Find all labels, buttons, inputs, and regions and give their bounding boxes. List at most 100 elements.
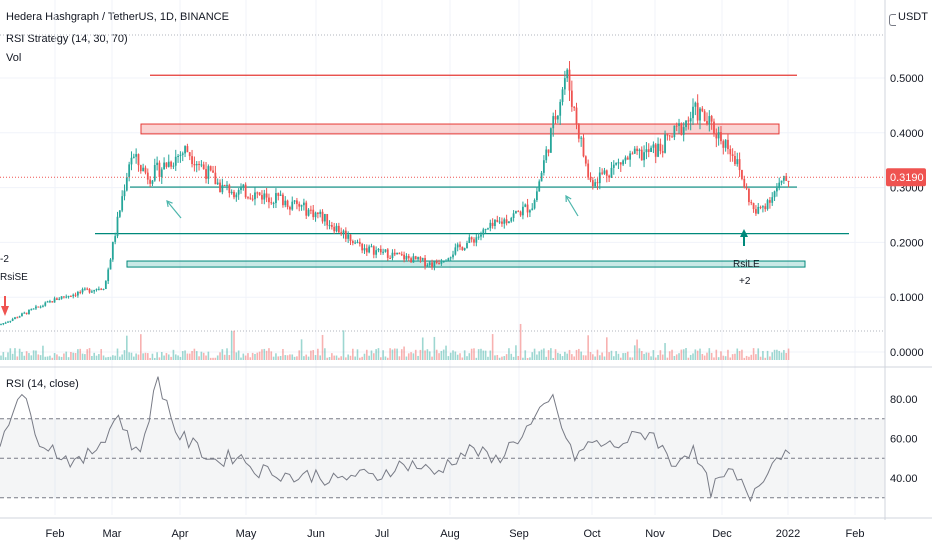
candle-body — [775, 188, 778, 192]
candle-body — [296, 200, 298, 204]
volume-bar — [277, 356, 280, 360]
volume-bar — [433, 336, 436, 360]
candle-body — [163, 162, 165, 170]
volume-bar — [722, 355, 725, 360]
volume-bar — [261, 349, 263, 360]
volume-label[interactable]: Vol — [6, 52, 22, 64]
volume-bar — [352, 348, 354, 360]
volume-bar — [193, 348, 196, 360]
volume-bar — [496, 354, 499, 360]
candle-body — [237, 189, 240, 195]
volume-bar — [391, 349, 394, 360]
volume-bar — [296, 356, 298, 360]
candle-body — [97, 288, 100, 290]
volume-bar — [773, 349, 776, 360]
volume-bar — [91, 355, 93, 360]
volume-bar — [452, 350, 454, 360]
candle-body — [508, 221, 510, 224]
candle-body — [170, 161, 172, 167]
volume-bar — [119, 356, 121, 360]
candle-body — [584, 156, 587, 164]
volume-bar — [640, 351, 643, 360]
currency-label[interactable]: USDT — [898, 11, 928, 23]
candle-body — [752, 203, 755, 210]
candle-body — [314, 212, 317, 218]
candle-body — [14, 317, 16, 320]
last-price-tag — [886, 168, 926, 187]
volume-bar — [524, 350, 527, 360]
volume-bar — [188, 353, 191, 360]
candle-body — [782, 176, 785, 181]
rsi-label[interactable]: RSI (14, close) — [6, 378, 79, 390]
volume-bar — [473, 348, 475, 360]
volume-bar — [599, 355, 601, 360]
candle-body — [356, 241, 359, 243]
candle-body — [205, 169, 207, 179]
volume-bar — [526, 357, 529, 360]
volume-bar — [741, 349, 743, 360]
volume-bar — [286, 355, 289, 360]
volume-bar — [16, 356, 19, 360]
candle-body — [414, 256, 417, 260]
volume-bar — [559, 353, 561, 360]
candle-body — [277, 193, 280, 196]
candle-body — [736, 159, 739, 165]
candle-body — [351, 241, 354, 244]
volume-bar — [130, 352, 133, 360]
candle-body — [30, 309, 33, 311]
volume-bar — [128, 352, 130, 360]
candle-body — [193, 164, 196, 166]
candle-body — [342, 230, 345, 234]
candle-body — [368, 246, 371, 253]
volume-bar — [268, 348, 270, 360]
volume-bar — [540, 349, 543, 360]
candle-body — [624, 157, 627, 161]
volume-bar — [594, 356, 596, 360]
volume-bar — [200, 351, 203, 360]
volume-bar — [32, 350, 35, 360]
volume-bar — [706, 352, 708, 360]
volume-bar — [333, 355, 335, 360]
candle-body — [11, 319, 14, 321]
candle-body — [18, 316, 21, 318]
volume-bar — [440, 350, 443, 360]
candle-body — [151, 180, 154, 184]
candle-body — [111, 241, 114, 260]
candle-body — [561, 89, 564, 102]
volume-bar — [589, 352, 592, 360]
candle-body — [703, 111, 706, 122]
candle-body — [552, 116, 555, 129]
volume-bar — [221, 349, 224, 360]
volume-bar — [359, 357, 361, 360]
volume-bar — [745, 355, 748, 360]
candle-body — [536, 191, 538, 201]
horizontal-levels[interactable] — [95, 74, 849, 268]
volume-bar — [135, 353, 137, 360]
candle-body — [191, 156, 193, 165]
candle-body — [554, 116, 557, 120]
candle-body — [268, 197, 270, 203]
candle-body — [270, 202, 273, 204]
candle-body — [298, 203, 301, 207]
volume-bar — [84, 354, 86, 360]
candle-body — [386, 249, 389, 258]
volume-bar — [14, 348, 16, 360]
candle-body — [249, 197, 252, 199]
candle-body — [326, 214, 329, 226]
volume-bar — [314, 355, 317, 360]
candle-body — [405, 255, 408, 260]
candle-body — [142, 167, 145, 172]
time-tick-label: Feb — [46, 528, 65, 540]
candle-body — [88, 289, 91, 293]
candle-body — [708, 116, 711, 125]
volume-bar — [77, 349, 79, 360]
candle-body — [664, 134, 666, 153]
candle-body — [785, 176, 788, 181]
volume-bar — [100, 349, 102, 360]
volume-bar — [256, 352, 259, 360]
volume-bar — [454, 351, 457, 360]
time-tick-label: Feb — [846, 528, 865, 540]
volume-bar — [79, 348, 82, 360]
strategy-label[interactable]: RSI Strategy (14, 30, 70) — [6, 33, 128, 45]
